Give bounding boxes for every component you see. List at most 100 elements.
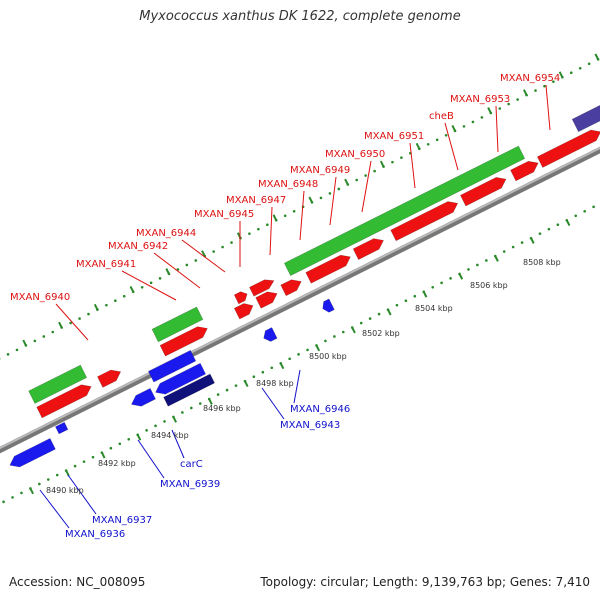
forward-gene-arrow bbox=[97, 369, 122, 388]
forward-gene-label: MXAN_6940 bbox=[10, 292, 70, 303]
green-feature-bar bbox=[28, 364, 88, 404]
tick-dot bbox=[216, 393, 220, 396]
scale-label: 8496 kbp bbox=[203, 404, 241, 413]
tick-dot bbox=[400, 156, 403, 159]
tick-dot bbox=[2, 500, 5, 504]
reverse-label-connector bbox=[171, 429, 185, 459]
tick-dot bbox=[498, 107, 502, 110]
green-feature-bar bbox=[151, 306, 204, 343]
forward-gene-arrow bbox=[255, 291, 278, 309]
scale-label: 8490 kbp bbox=[46, 486, 84, 495]
tick-mark bbox=[136, 434, 142, 441]
tick-dot bbox=[520, 241, 524, 244]
purple-feature-bar bbox=[571, 104, 600, 133]
scale-label: 8506 kbp bbox=[470, 281, 508, 290]
forward-gene-label: MXAN_6954 bbox=[500, 73, 560, 84]
tick-mark bbox=[422, 291, 428, 298]
scale-label: 8494 kbp bbox=[151, 431, 189, 440]
tick-dot bbox=[547, 227, 551, 231]
tick-mark bbox=[494, 255, 499, 262]
forward-gene-label: MXAN_6951 bbox=[364, 131, 424, 142]
tick-mark bbox=[272, 214, 278, 221]
forward-label-connector bbox=[545, 84, 551, 131]
forward-label-connector bbox=[181, 239, 226, 273]
tick-dot bbox=[91, 455, 95, 459]
tick-dot bbox=[42, 335, 46, 338]
tick-mark bbox=[387, 309, 392, 316]
forward-gene-arrow bbox=[233, 303, 254, 320]
forward-label-connector bbox=[269, 206, 273, 256]
forward-gene-arrow bbox=[305, 254, 351, 284]
tick-dot bbox=[538, 232, 542, 235]
tick-dot bbox=[87, 312, 90, 316]
tick-dot bbox=[471, 120, 475, 124]
forward-gene-label: MXAN_6941 bbox=[76, 259, 136, 270]
tick-mark bbox=[522, 89, 528, 96]
tick-dot bbox=[283, 214, 287, 218]
forward-label-connector bbox=[121, 270, 177, 301]
tick-dot bbox=[324, 339, 327, 343]
tick-dot bbox=[364, 174, 367, 177]
scale-label: 8492 kbp bbox=[98, 459, 136, 468]
tick-dot bbox=[355, 178, 359, 182]
green-feature-bar bbox=[283, 145, 526, 277]
tick-dot bbox=[176, 268, 180, 271]
tick-dot bbox=[194, 259, 198, 262]
tick-mark bbox=[208, 398, 213, 405]
navy-feature-bar bbox=[163, 373, 215, 407]
tick-dot bbox=[73, 464, 77, 468]
forward-gene-arrow bbox=[510, 160, 539, 182]
reverse-gene-label: carC bbox=[180, 459, 203, 470]
tick-dot bbox=[270, 366, 274, 370]
tick-dot bbox=[574, 214, 578, 218]
tick-dot bbox=[543, 84, 546, 88]
tick-dot bbox=[435, 138, 439, 142]
scale-label: 8498 kbp bbox=[256, 379, 294, 388]
forward-label-connector bbox=[444, 122, 459, 171]
tick-dot bbox=[587, 62, 591, 66]
forward-label-connector bbox=[329, 176, 337, 226]
tick-dot bbox=[230, 241, 233, 244]
feature-track bbox=[9, 104, 600, 468]
tick-mark bbox=[344, 178, 349, 185]
scale-label: 8508 kbp bbox=[523, 258, 561, 267]
scale-label: 8504 kbp bbox=[415, 304, 453, 313]
genome-backbone-highlight bbox=[0, 146, 600, 450]
forward-gene-label: MXAN_6953 bbox=[450, 94, 510, 105]
tick-dot bbox=[198, 402, 202, 405]
label-connectors bbox=[39, 84, 551, 529]
tick-dot bbox=[297, 353, 300, 356]
tick-dot bbox=[257, 227, 260, 231]
tick-mark bbox=[172, 416, 178, 423]
reverse-gene-label: MXAN_6943 bbox=[280, 420, 340, 431]
tick-dot bbox=[462, 125, 466, 128]
tick-dot bbox=[51, 330, 55, 334]
forward-gene-label: MXAN_6948 bbox=[258, 179, 318, 190]
tick-mark bbox=[308, 196, 313, 203]
reverse-gene-arrow bbox=[55, 421, 69, 435]
tick-mark bbox=[451, 125, 456, 132]
tick-mark bbox=[201, 250, 206, 257]
tick-dot bbox=[592, 205, 595, 209]
tick-mark bbox=[351, 327, 356, 334]
tick-dot bbox=[154, 424, 157, 428]
tick-dot bbox=[507, 102, 510, 106]
reverse-label-connector bbox=[39, 489, 70, 529]
reverse-gene-arrow bbox=[155, 362, 207, 395]
tick-dot bbox=[82, 460, 86, 463]
tick-dot bbox=[292, 210, 296, 213]
tick-dot bbox=[306, 348, 309, 352]
tick-mark bbox=[530, 237, 535, 244]
forward-gene-arrow bbox=[36, 384, 92, 419]
tick-dot bbox=[55, 473, 59, 477]
tick-dot bbox=[114, 299, 117, 303]
tick-dot bbox=[449, 277, 452, 280]
forward-gene-label: MXAN_6945 bbox=[194, 209, 254, 220]
reverse-label-connector bbox=[67, 474, 97, 515]
tick-dot bbox=[225, 388, 229, 392]
forward-gene-label: MXAN_6942 bbox=[108, 241, 168, 252]
tick-mark bbox=[244, 380, 249, 387]
tick-dot bbox=[337, 187, 341, 191]
tick-dot bbox=[6, 353, 10, 356]
